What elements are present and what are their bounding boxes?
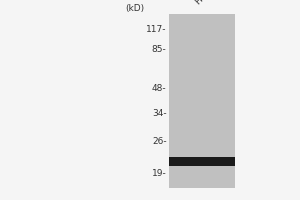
Bar [169, 14, 236, 188]
Text: 34-: 34- [152, 108, 167, 117]
Text: 19-: 19- [152, 168, 167, 178]
Text: 85-: 85- [152, 45, 167, 53]
Text: 117-: 117- [146, 24, 166, 33]
Text: 48-: 48- [152, 84, 167, 93]
Text: HT-29: HT-29 [193, 0, 218, 6]
Text: 26-: 26- [152, 136, 167, 146]
Text: (kD): (kD) [125, 4, 144, 14]
Bar [169, 157, 236, 166]
